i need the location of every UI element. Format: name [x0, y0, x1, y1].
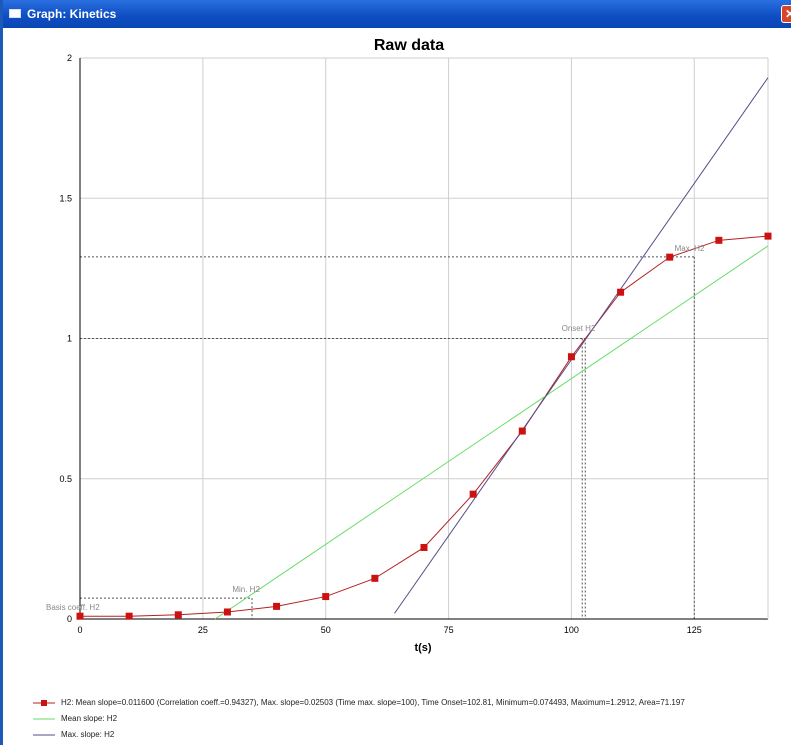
data-point: [469, 490, 477, 498]
legend-swatch-mean-slope: [33, 718, 55, 720]
legend-label-max-slope: Max. slope: H2: [61, 730, 115, 739]
x-tick-label: 125: [687, 625, 702, 635]
chart-title: Raw data: [374, 37, 444, 54]
data-point: [125, 612, 133, 620]
data-point: [273, 602, 281, 610]
tick-labels: 0 25 50 75 100 125 0 0.5 1 1.5 2: [59, 53, 701, 635]
window-icon: [9, 9, 21, 18]
data-point: [764, 232, 772, 240]
data-point: [223, 608, 231, 616]
annotation-label: Min. H2: [232, 585, 260, 594]
y-tick-label: 0.5: [59, 474, 72, 484]
y-tick-label: 2: [67, 53, 72, 63]
annotation-label: Basis coeff. H2: [46, 603, 100, 612]
data-point: [420, 543, 428, 551]
x-tick-label: 75: [444, 625, 454, 635]
data-point: [371, 574, 379, 582]
x-tick-label: 50: [321, 625, 331, 635]
legend-swatch-max-slope: [33, 734, 55, 736]
legend-swatch-h2: [33, 700, 55, 706]
series-line-1: [214, 245, 769, 620]
reference-lines: [80, 256, 695, 619]
x-tick-label: 100: [564, 625, 579, 635]
chart-area: Raw data 0 25 50 75 100 125 0 0.5 1 1.5 2 Basis co…: [3, 28, 791, 745]
data-point: [715, 236, 723, 244]
chart-svg: Raw data 0 25 50 75 100 125 0 0.5 1 1.5 2 Basis co…: [3, 28, 791, 693]
title-bar[interactable]: Graph: Kinetics ✕: [3, 0, 791, 28]
data-point: [666, 253, 674, 261]
y-tick-label: 1: [67, 334, 72, 344]
data-point: [567, 353, 575, 361]
close-button[interactable]: ✕: [781, 5, 791, 23]
axes: [79, 58, 769, 620]
window-title: Graph: Kinetics: [27, 7, 117, 21]
annotation-label: Onset H2: [562, 324, 596, 333]
annotations: Basis coeff. H2 Min. H2 Onset H2 Max. H2: [46, 244, 705, 612]
x-tick-label: 0: [77, 625, 82, 635]
legend-item-mean-slope: Mean slope: H2: [33, 713, 791, 729]
annotation-label: Max. H2: [675, 244, 705, 253]
data-point: [322, 593, 330, 601]
legend-item-max-slope: Max. slope: H2: [33, 729, 791, 745]
x-tick-label: 25: [198, 625, 208, 635]
x-axis-label: t(s): [414, 642, 431, 654]
legend-label-h2: H2: Mean slope=0.011600 (Correlation coe…: [61, 698, 685, 707]
data-markers: [76, 232, 772, 620]
data-point: [174, 611, 182, 619]
y-tick-label: 0: [67, 614, 72, 624]
legend-item-h2: H2: Mean slope=0.011600 (Correlation coe…: [33, 697, 791, 713]
series-line-2: [394, 77, 769, 614]
legend: H2: Mean slope=0.011600 (Correlation coe…: [33, 697, 791, 745]
data-point: [617, 288, 625, 296]
y-tick-label: 1.5: [59, 193, 72, 203]
legend-label-mean-slope: Mean slope: H2: [61, 714, 118, 723]
plot-background: [3, 28, 791, 693]
data-point: [76, 612, 84, 620]
data-point: [518, 427, 526, 435]
